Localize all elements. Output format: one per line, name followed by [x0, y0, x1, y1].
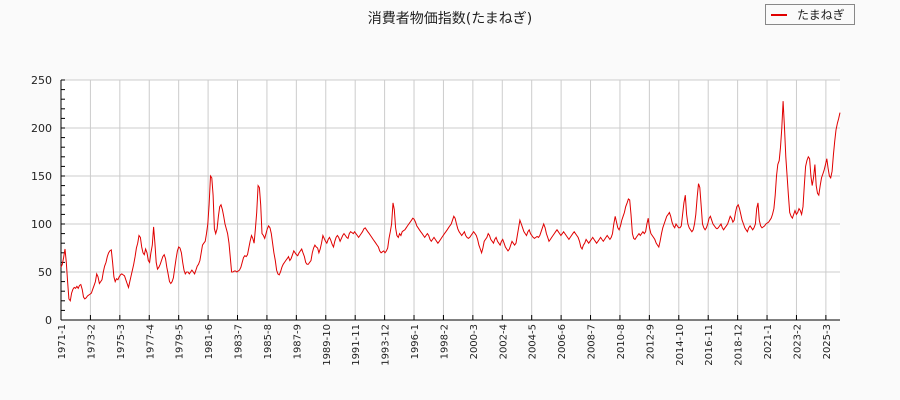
x-tick-label: 1983-7 [234, 324, 245, 359]
x-tick-label: 2002-4 [498, 324, 509, 359]
x-tick-label: 1996-1 [410, 324, 421, 359]
chart-title: 消費者物価指数(たまねぎ) [367, 11, 533, 27]
x-tick-label: 1975-3 [116, 324, 127, 359]
x-tick-label: 2012-9 [645, 324, 656, 359]
x-tick-label: 2000-3 [469, 324, 480, 359]
legend: たまねぎ [765, 4, 855, 25]
x-tick-label: 1989-10 [322, 324, 333, 366]
x-tick-label: 2004-5 [528, 324, 539, 359]
y-tick-label: 250 [31, 74, 52, 87]
y-tick-label: 100 [31, 218, 52, 231]
x-tick-label: 1991-11 [351, 324, 362, 366]
x-tick-label: 1981-6 [204, 324, 215, 359]
x-tick-label: 1979-5 [175, 324, 186, 359]
x-tick-label: 1977-4 [145, 324, 156, 359]
x-axis-ticks: 1971-1 1973-2 1975-3 1977-4 1979-5 1981-6 1983… [57, 324, 833, 366]
x-tick-label: 2006-6 [557, 324, 568, 359]
x-tick-label: 2016-11 [704, 324, 715, 366]
x-tick-label: 1998-2 [439, 324, 450, 359]
x-tick-label: 2023-2 [792, 324, 803, 359]
y-axis-ticks: 0 50 100 150 200 250 [31, 74, 52, 327]
x-tick-label: 1971-1 [57, 324, 68, 359]
x-tick-label: 1973-2 [86, 324, 97, 359]
legend-swatch-red-line-icon [771, 13, 787, 16]
y-tick-label: 150 [31, 170, 52, 183]
gridlines [61, 79, 840, 320]
legend-label: たまねぎ [797, 8, 845, 22]
plot-area [61, 80, 840, 320]
x-tick-label: 1985-8 [263, 324, 274, 359]
x-tick-label: 2018-12 [734, 324, 745, 366]
axes [60, 79, 840, 321]
x-tick-label: 2025-3 [822, 324, 833, 359]
x-tick-label: 1993-12 [381, 324, 392, 366]
x-tick-label: 2014-10 [675, 324, 686, 366]
y-tick-label: 200 [31, 122, 52, 135]
x-tick-label: 2021-1 [763, 324, 774, 359]
series-line-tamanegi [60, 101, 841, 303]
y-tick-label: 50 [38, 266, 52, 279]
y-tick-label: 0 [45, 314, 52, 327]
x-tick-label: 2008-7 [587, 324, 598, 359]
x-tick-label: 2010-8 [616, 324, 627, 359]
x-tick-label: 1987-9 [292, 324, 303, 359]
